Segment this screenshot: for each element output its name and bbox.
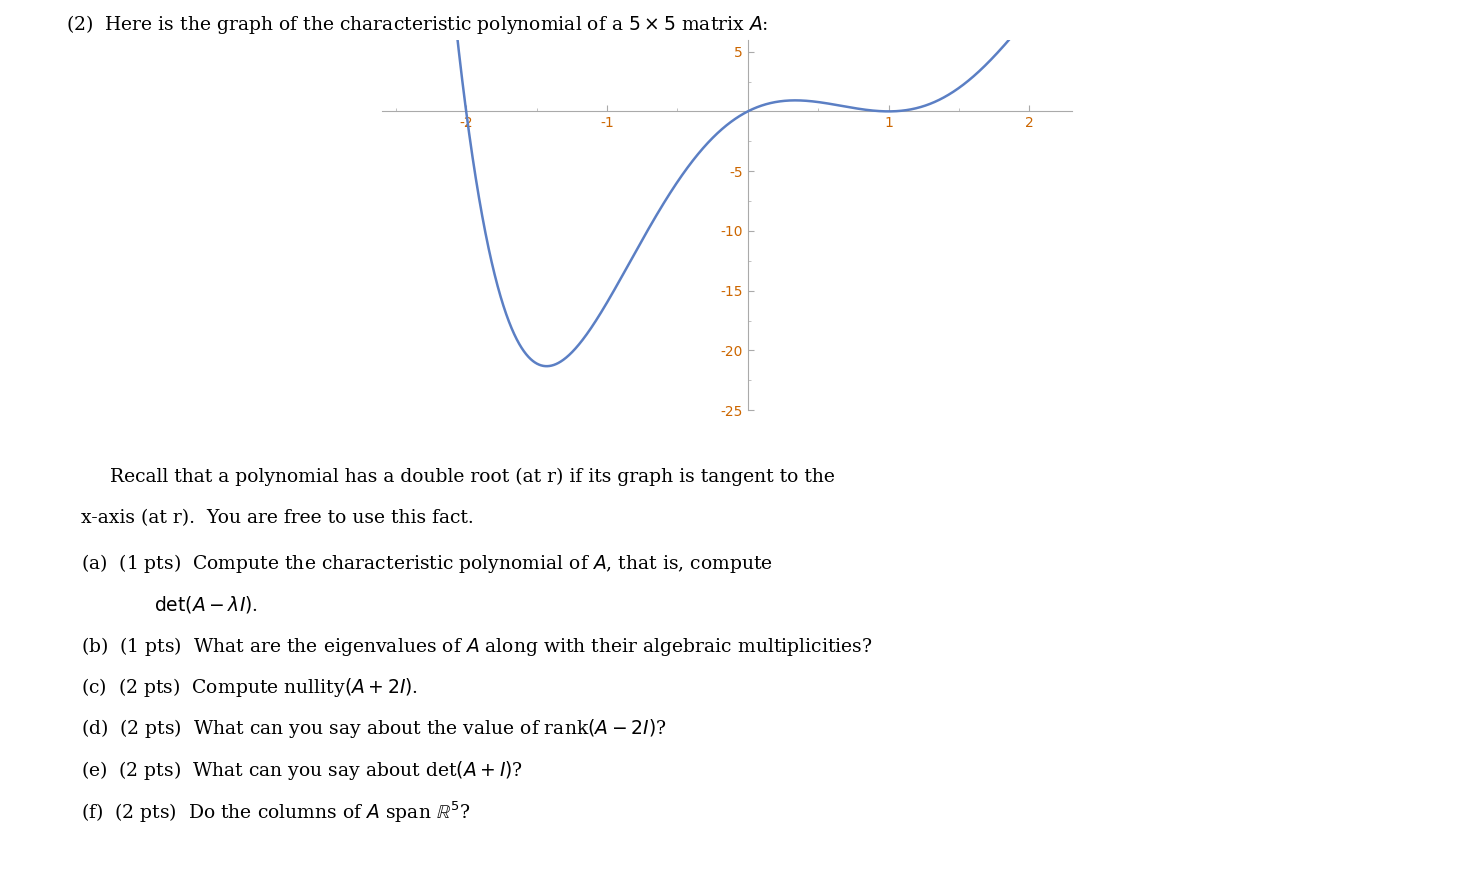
Text: (2)  Here is the graph of the characteristic polynomial of a $5 \times 5$ matrix: (2) Here is the graph of the characteris… bbox=[66, 13, 768, 36]
Text: $\det(A - \lambda I)$.: $\det(A - \lambda I)$. bbox=[154, 594, 258, 615]
Text: (e)  (2 pts)  What can you say about det$(A + I)$?: (e) (2 pts) What can you say about det$(… bbox=[81, 759, 523, 781]
Text: x-axis (at r).  You are free to use this fact.: x-axis (at r). You are free to use this … bbox=[81, 509, 474, 527]
Text: (a)  (1 pts)  Compute the characteristic polynomial of $A$, that is, compute: (a) (1 pts) Compute the characteristic p… bbox=[81, 552, 772, 575]
Text: (f)  (2 pts)  Do the columns of $A$ span $\mathbb{R}^5$?: (f) (2 pts) Do the columns of $A$ span $… bbox=[81, 800, 470, 826]
Text: Recall that a polynomial has a double root (at r) if its graph is tangent to the: Recall that a polynomial has a double ro… bbox=[110, 467, 835, 486]
Text: (b)  (1 pts)  What are the eigenvalues of $A$ along with their algebraic multipl: (b) (1 pts) What are the eigenvalues of … bbox=[81, 635, 872, 658]
Text: (d)  (2 pts)  What can you say about the value of rank$(A - 2I)$?: (d) (2 pts) What can you say about the v… bbox=[81, 717, 666, 740]
Text: (c)  (2 pts)  Compute nullity$(A + 2I)$.: (c) (2 pts) Compute nullity$(A + 2I)$. bbox=[81, 676, 418, 699]
